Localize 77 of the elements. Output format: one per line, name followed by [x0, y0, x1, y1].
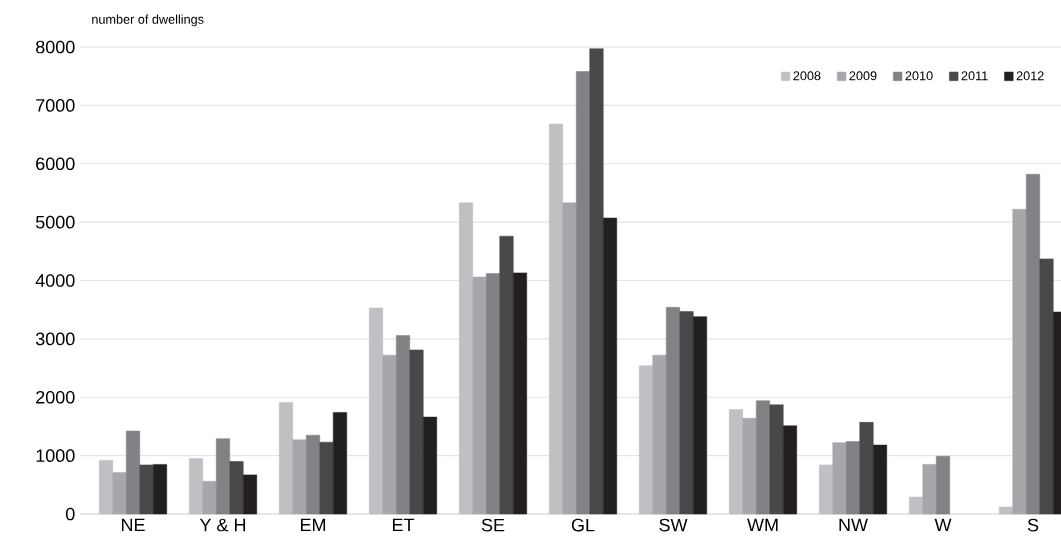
bar: [279, 402, 294, 515]
bar: [1012, 209, 1027, 515]
bar: [832, 442, 847, 515]
bar: [332, 412, 348, 515]
x-tick-label: ET: [392, 518, 415, 532]
bar: [229, 461, 244, 515]
legend-label: 2012: [1016, 71, 1044, 81]
bar: [755, 400, 771, 515]
bar: [819, 464, 834, 515]
bar: [562, 202, 577, 515]
y-tick-label: 4000: [35, 274, 75, 287]
legend-label: 2009: [849, 71, 877, 81]
legend-label: 2010: [905, 71, 933, 81]
bar: [499, 235, 514, 515]
x-tick-label: GL: [571, 518, 595, 532]
bar: [859, 422, 874, 515]
legend-label: 2008: [793, 71, 821, 81]
bar: [422, 416, 437, 515]
bar: [395, 335, 411, 515]
bar: [1025, 173, 1041, 515]
bar: [139, 464, 154, 515]
x-tick-label: SE: [481, 518, 505, 532]
bar: [742, 417, 757, 515]
x-tick-label: NW: [839, 518, 868, 532]
bar: [922, 464, 937, 515]
bar: [369, 307, 384, 515]
legend-label: 2011: [961, 71, 988, 81]
y-tick-label: 7000: [36, 99, 75, 112]
y-tick-label: 2000: [36, 390, 75, 404]
y-tick-label: 6000: [36, 157, 75, 171]
x-tick-label: Y & H: [199, 518, 246, 532]
bar: [112, 472, 127, 515]
bar: [409, 349, 424, 515]
bar: [512, 272, 528, 515]
bar: [99, 460, 114, 515]
bar: [292, 439, 307, 515]
x-tick-label: S: [1027, 518, 1039, 532]
y-tick-label: 5000: [35, 215, 75, 229]
bar: [782, 425, 798, 515]
bar: [459, 202, 474, 515]
bar: [769, 404, 784, 515]
x-tick-label: WM: [747, 518, 778, 532]
x-tick-label: W: [934, 518, 952, 532]
y-tick-label: 1000: [36, 449, 75, 462]
bar: [872, 444, 888, 515]
bar: [189, 458, 204, 515]
bar: [202, 481, 217, 515]
bar: [382, 354, 397, 515]
bar: [215, 438, 231, 515]
bar: [589, 48, 604, 515]
x-tick-label: SW: [659, 518, 688, 532]
bar: [319, 441, 334, 515]
bar: [639, 365, 654, 515]
bar: [729, 409, 744, 515]
bar: [125, 430, 141, 515]
bar: [679, 311, 694, 515]
x-tick-label: NE: [121, 518, 145, 532]
bar: [692, 316, 708, 515]
bar: [549, 123, 564, 515]
y-tick-label: 3000: [35, 332, 75, 346]
bar: [305, 434, 321, 515]
bar: [909, 496, 924, 515]
bar: [485, 273, 501, 515]
bar: [602, 217, 618, 515]
bar: [845, 441, 861, 515]
bar: [575, 71, 591, 515]
bar: [472, 276, 487, 515]
bar: [999, 506, 1014, 515]
y-tick-label: 8000: [36, 40, 75, 54]
x-tick-label: EM: [300, 518, 326, 532]
y-axis-title: number of dwellings: [92, 14, 204, 27]
bar: [652, 354, 667, 515]
bar: [665, 307, 681, 515]
y-tick-label: 0: [65, 507, 75, 521]
bar: [242, 474, 257, 515]
bar: [152, 464, 167, 515]
bar: [935, 455, 951, 515]
